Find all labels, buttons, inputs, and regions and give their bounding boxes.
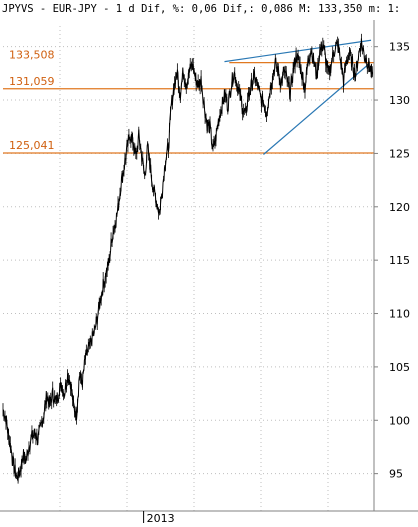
ytick-label-110: 110	[389, 308, 410, 321]
grid-layer	[3, 26, 374, 511]
ytick-label-100: 100	[389, 414, 410, 427]
ytick-label-95: 95	[389, 468, 403, 481]
ytick-label-105: 105	[389, 361, 410, 374]
ytick-label-120: 120	[389, 201, 410, 214]
series-layer	[2, 33, 373, 484]
ytick-label-115: 115	[389, 254, 410, 267]
lower-trendline	[263, 63, 370, 155]
level-133508-label: 133,508	[9, 49, 55, 62]
ytick-label-135: 135	[389, 41, 410, 54]
level-125041-label: 125,041	[9, 139, 55, 152]
price-series-0	[2, 38, 373, 483]
horizontal-levels: 133,508 131,059 125,041	[3, 49, 374, 154]
level-131059-label: 131,059	[9, 75, 55, 88]
chart-header: JPYVS - EUR-JPY - 1 d Dif, %: 0,06 Dif,:…	[2, 3, 400, 15]
xtick-label-2013: 2013	[147, 512, 175, 523]
ytick-label-130: 130	[389, 94, 410, 107]
axis-layer: 95 100 105 110 115 120 125 130 135 2013	[0, 20, 418, 525]
ytick-label-125: 125	[389, 147, 410, 160]
